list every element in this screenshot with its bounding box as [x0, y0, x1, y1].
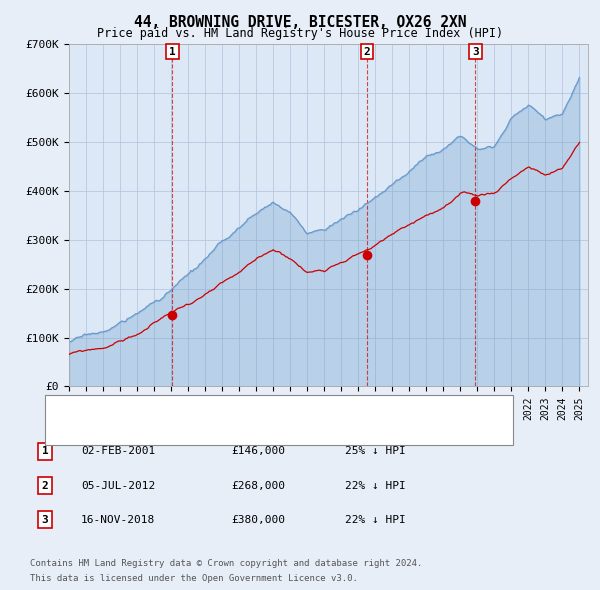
Text: Contains HM Land Registry data © Crown copyright and database right 2024.: Contains HM Land Registry data © Crown c…: [30, 559, 422, 568]
Text: 2: 2: [364, 47, 370, 57]
Text: Price paid vs. HM Land Registry's House Price Index (HPI): Price paid vs. HM Land Registry's House …: [97, 27, 503, 40]
Text: 3: 3: [41, 515, 49, 525]
Text: £380,000: £380,000: [231, 515, 285, 525]
Text: £268,000: £268,000: [231, 481, 285, 490]
Text: 02-FEB-2001: 02-FEB-2001: [81, 447, 155, 456]
Text: ——: ——: [54, 424, 82, 438]
Text: This data is licensed under the Open Government Licence v3.0.: This data is licensed under the Open Gov…: [30, 574, 358, 583]
Text: HPI: Average price, detached house, Cherwell: HPI: Average price, detached house, Cher…: [84, 427, 359, 437]
Text: 22% ↓ HPI: 22% ↓ HPI: [345, 515, 406, 525]
Text: ——: ——: [54, 402, 82, 417]
Text: 3: 3: [472, 47, 479, 57]
Text: 05-JUL-2012: 05-JUL-2012: [81, 481, 155, 490]
Text: 2: 2: [41, 481, 49, 490]
Text: 44, BROWNING DRIVE, BICESTER, OX26 2XN (detached house): 44, BROWNING DRIVE, BICESTER, OX26 2XN (…: [84, 404, 428, 414]
Text: 44, BROWNING DRIVE, BICESTER, OX26 2XN: 44, BROWNING DRIVE, BICESTER, OX26 2XN: [134, 15, 466, 30]
Text: 25% ↓ HPI: 25% ↓ HPI: [345, 447, 406, 456]
Text: 1: 1: [169, 47, 176, 57]
Text: 16-NOV-2018: 16-NOV-2018: [81, 515, 155, 525]
Text: 1: 1: [41, 447, 49, 456]
Text: £146,000: £146,000: [231, 447, 285, 456]
Text: 22% ↓ HPI: 22% ↓ HPI: [345, 481, 406, 490]
